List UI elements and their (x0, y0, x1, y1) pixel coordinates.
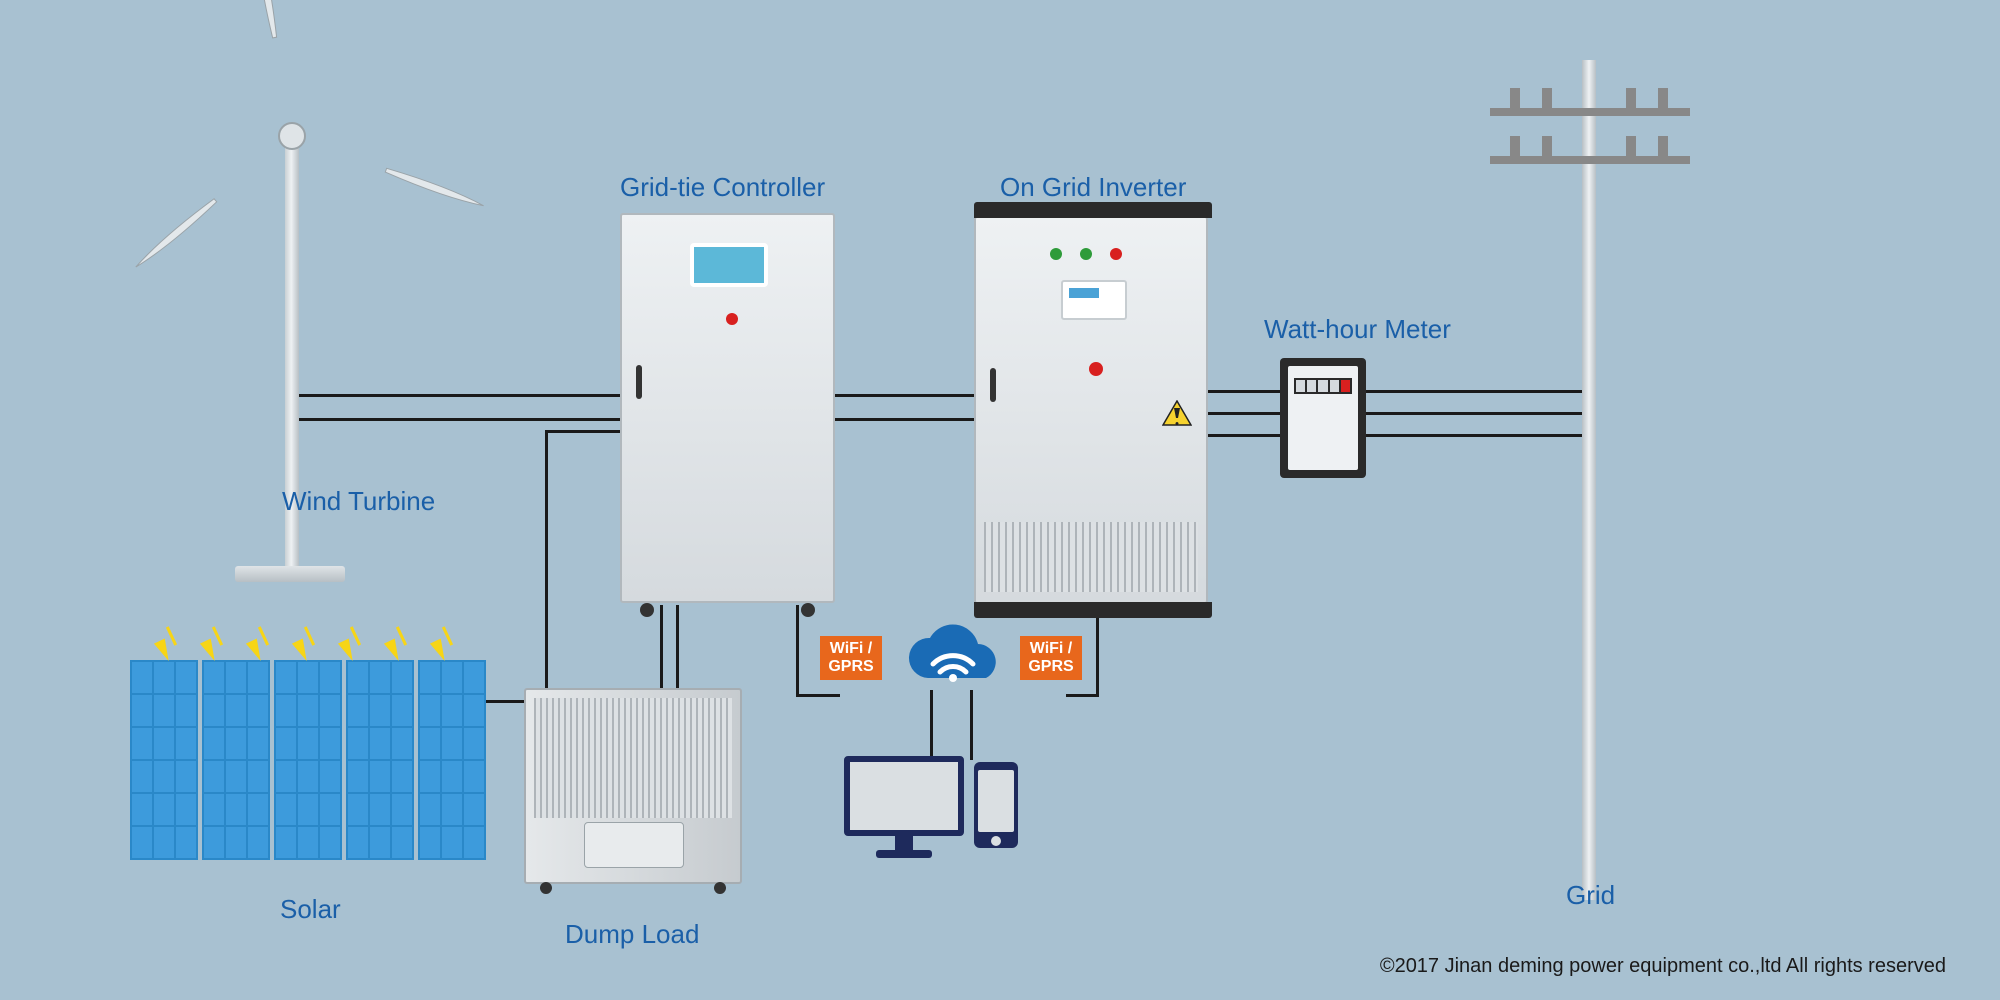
wire (835, 418, 975, 421)
solar-label: Solar (280, 894, 341, 925)
wire (1208, 390, 1590, 393)
inverter-icon (974, 216, 1208, 604)
wire (796, 694, 840, 697)
monitor-icon (844, 756, 964, 866)
controller-label: Grid-tie Controller (620, 172, 825, 203)
wire (930, 690, 933, 760)
wire (1208, 434, 1590, 437)
meter-label: Watt-hour Meter (1264, 314, 1451, 345)
wire (545, 430, 621, 433)
wire (970, 690, 973, 760)
dump-load-label: Dump Load (565, 919, 699, 950)
watt-hour-meter-icon (1280, 358, 1366, 478)
wire (1096, 605, 1099, 697)
wire (1066, 694, 1096, 697)
wifi-gprs-tag-left: WiFi /GPRS (820, 636, 882, 680)
wire (545, 430, 548, 703)
wifi-gprs-tag-right: WiFi /GPRS (1020, 636, 1082, 680)
controller-icon (620, 213, 835, 603)
copyright-text: ©2017 Jinan deming power equipment co.,l… (1380, 955, 1946, 978)
wind-turbine-label: Wind Turbine (282, 486, 435, 517)
inverter-label: On Grid Inverter (1000, 172, 1186, 203)
wire (1208, 412, 1590, 415)
wire (660, 605, 663, 689)
cloud-wifi-icon (898, 620, 1008, 690)
wire (835, 394, 975, 397)
wire (298, 418, 620, 421)
grid-label: Grid (1566, 880, 1615, 911)
dump-load-icon (524, 688, 742, 884)
warning-icon (1162, 400, 1192, 426)
wire (676, 605, 679, 689)
solar-panels-icon (130, 660, 486, 860)
phone-icon (974, 762, 1018, 848)
wire (796, 605, 799, 697)
wire (298, 394, 620, 397)
